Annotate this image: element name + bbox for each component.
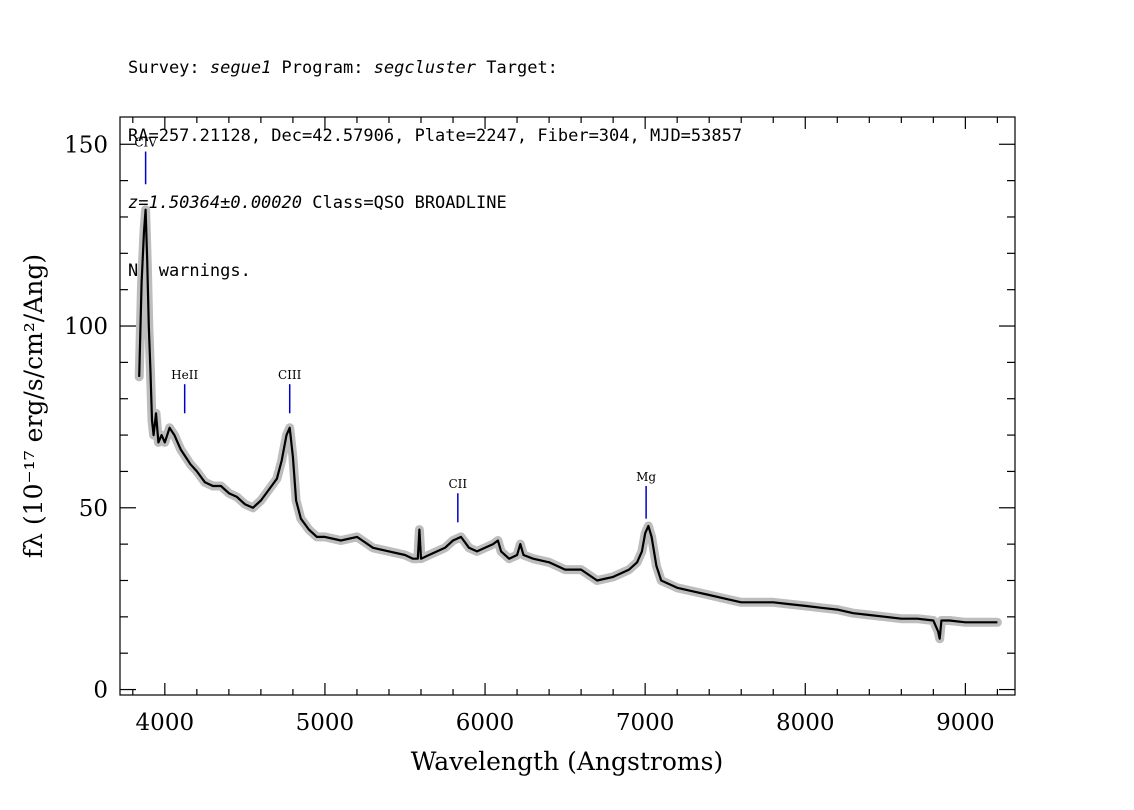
line-label-ciii: CIII <box>278 368 302 382</box>
x-tick-labels: 4000 5000 6000 7000 8000 9000 <box>136 710 995 736</box>
class-text: Class=QSO BROADLINE <box>302 193 507 213</box>
survey-name: segue1 <box>209 58 272 78</box>
target-label: Target: <box>476 58 558 78</box>
y-axis-title: fλ (10⁻¹⁷ erg/s/cm²/Ang) <box>19 254 48 558</box>
header-line-redshift: z=1.50364±0.00020 Class=QSO BROADLINE <box>128 192 742 215</box>
line-label-cii: CII <box>448 477 467 491</box>
emission-line-annotations: CIV HeII CIII CII Mg <box>134 136 656 523</box>
survey-label: Survey: <box>128 58 210 78</box>
flux-line <box>138 208 998 640</box>
x-tick-label: 6000 <box>456 710 515 736</box>
x-tick-label: 8000 <box>776 710 835 736</box>
program-label: Program: <box>271 58 374 78</box>
y-tick-label: 150 <box>64 132 108 158</box>
y-tick-label: 50 <box>79 496 108 522</box>
header-line-coordinates: RA=257.21128, Dec=42.57906, Plate=2247, … <box>128 125 743 146</box>
x-axis-title: Wavelength (Angstroms) <box>411 747 723 776</box>
redshift-value: z=1.50364±0.00020 <box>128 193 302 213</box>
x-tick-label: 4000 <box>136 710 195 736</box>
line-label-mg: Mg <box>636 470 656 484</box>
flux-series-group <box>138 208 998 640</box>
header-line-survey: Survey: segue1 Program: segcluster Targe… <box>128 57 742 80</box>
x-tick-label: 5000 <box>296 710 355 736</box>
y-tick-label: 0 <box>93 678 108 704</box>
flux-error-band <box>134 205 1002 644</box>
program-name: segcluster <box>373 58 477 78</box>
x-tick-label: 9000 <box>936 710 995 736</box>
x-tick-label: 7000 <box>616 710 675 736</box>
y-tick-labels: 0 50 100 150 <box>64 132 108 703</box>
y-tick-label: 100 <box>64 314 108 340</box>
plot-frame <box>119 116 1016 696</box>
spectrum-header: Survey: segue1 Program: segcluster Targe… <box>128 12 742 305</box>
line-label-civ: CIV <box>134 136 157 150</box>
line-label-heii: HeII <box>171 368 198 382</box>
error-band-group <box>134 205 1002 644</box>
axis-ticks <box>120 117 1015 695</box>
